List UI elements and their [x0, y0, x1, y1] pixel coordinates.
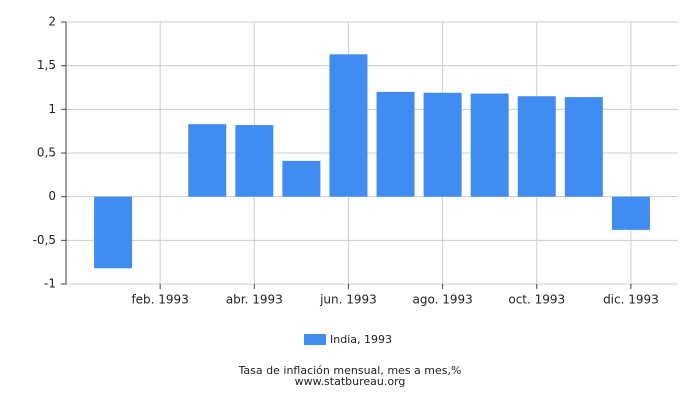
y-tick-label: 0,5	[37, 146, 56, 160]
x-tick-label: ago. 1993	[412, 293, 472, 307]
x-tick-label: feb. 1993	[131, 293, 188, 307]
bar	[611, 196, 650, 230]
x-tick-label: abr. 1993	[226, 293, 283, 307]
x-tick-label: dic. 1993	[603, 293, 659, 307]
bar	[517, 96, 556, 197]
bar	[235, 125, 274, 197]
x-tick-label: oct. 1993	[508, 293, 565, 307]
caption: Tasa de inflación mensual, mes a mes,%	[238, 364, 462, 377]
source: www.statbureau.org	[295, 375, 406, 388]
y-tick-label: 2	[48, 15, 56, 29]
bar	[94, 196, 133, 269]
y-tick-label: 0	[48, 189, 56, 203]
bar	[329, 54, 368, 197]
bar	[423, 92, 462, 197]
y-tick-label: 1,5	[37, 58, 56, 72]
y-tick-label: -0,5	[33, 233, 56, 247]
y-tick-label: 1	[48, 102, 56, 116]
legend-swatch	[304, 334, 326, 345]
bar	[282, 160, 321, 197]
legend-label: India, 1993	[330, 333, 392, 346]
bar	[470, 93, 509, 197]
bar	[376, 91, 415, 197]
y-tick-label: -1	[44, 277, 56, 291]
bar	[564, 97, 603, 197]
bar	[188, 124, 227, 197]
x-tick-label: jun. 1993	[319, 293, 377, 307]
